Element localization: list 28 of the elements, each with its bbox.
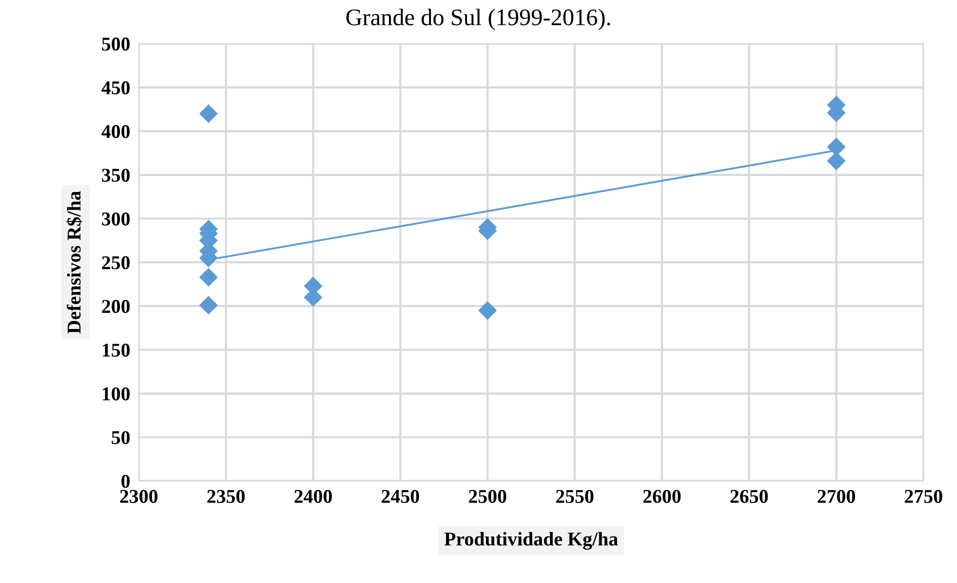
y-tick-label: 500 xyxy=(102,38,130,51)
chart-title: Grande do Sul (1999-2016). xyxy=(346,8,610,30)
y-tick-label: 100 xyxy=(102,387,130,400)
point xyxy=(478,301,497,320)
y-tick-label: 350 xyxy=(102,168,130,182)
x-tick-label: 2700 xyxy=(818,490,856,503)
point xyxy=(199,268,218,287)
x-tick-label: 2450 xyxy=(382,490,420,503)
x-tick-label: 2650 xyxy=(730,490,768,503)
y-tick-label: 0 xyxy=(121,474,130,488)
y-tick-label: 250 xyxy=(102,256,130,270)
x-tick-label: 2550 xyxy=(556,490,594,503)
x-tick-label: 2500 xyxy=(468,490,506,503)
y-axis-title: Defensivos R$/ha xyxy=(66,191,82,334)
x-tick-label: 2750 xyxy=(904,490,942,503)
x-tick-label: 2600 xyxy=(643,490,681,503)
y-tick-label: 400 xyxy=(102,124,130,138)
x-tick-label: 2400 xyxy=(294,490,332,503)
y-tick-label: 50 xyxy=(112,431,130,444)
y-tick-label: 150 xyxy=(102,344,130,357)
point xyxy=(199,104,218,123)
x-tick-label: 2350 xyxy=(207,490,245,503)
y-tick-label: 450 xyxy=(102,81,130,94)
point xyxy=(199,296,218,315)
y-tick-label: 200 xyxy=(102,300,130,314)
x-axis-title: Produtividade Kg/ha xyxy=(444,532,618,550)
y-tick-label: 300 xyxy=(102,212,130,226)
x-tick-label: 2300 xyxy=(120,490,158,503)
